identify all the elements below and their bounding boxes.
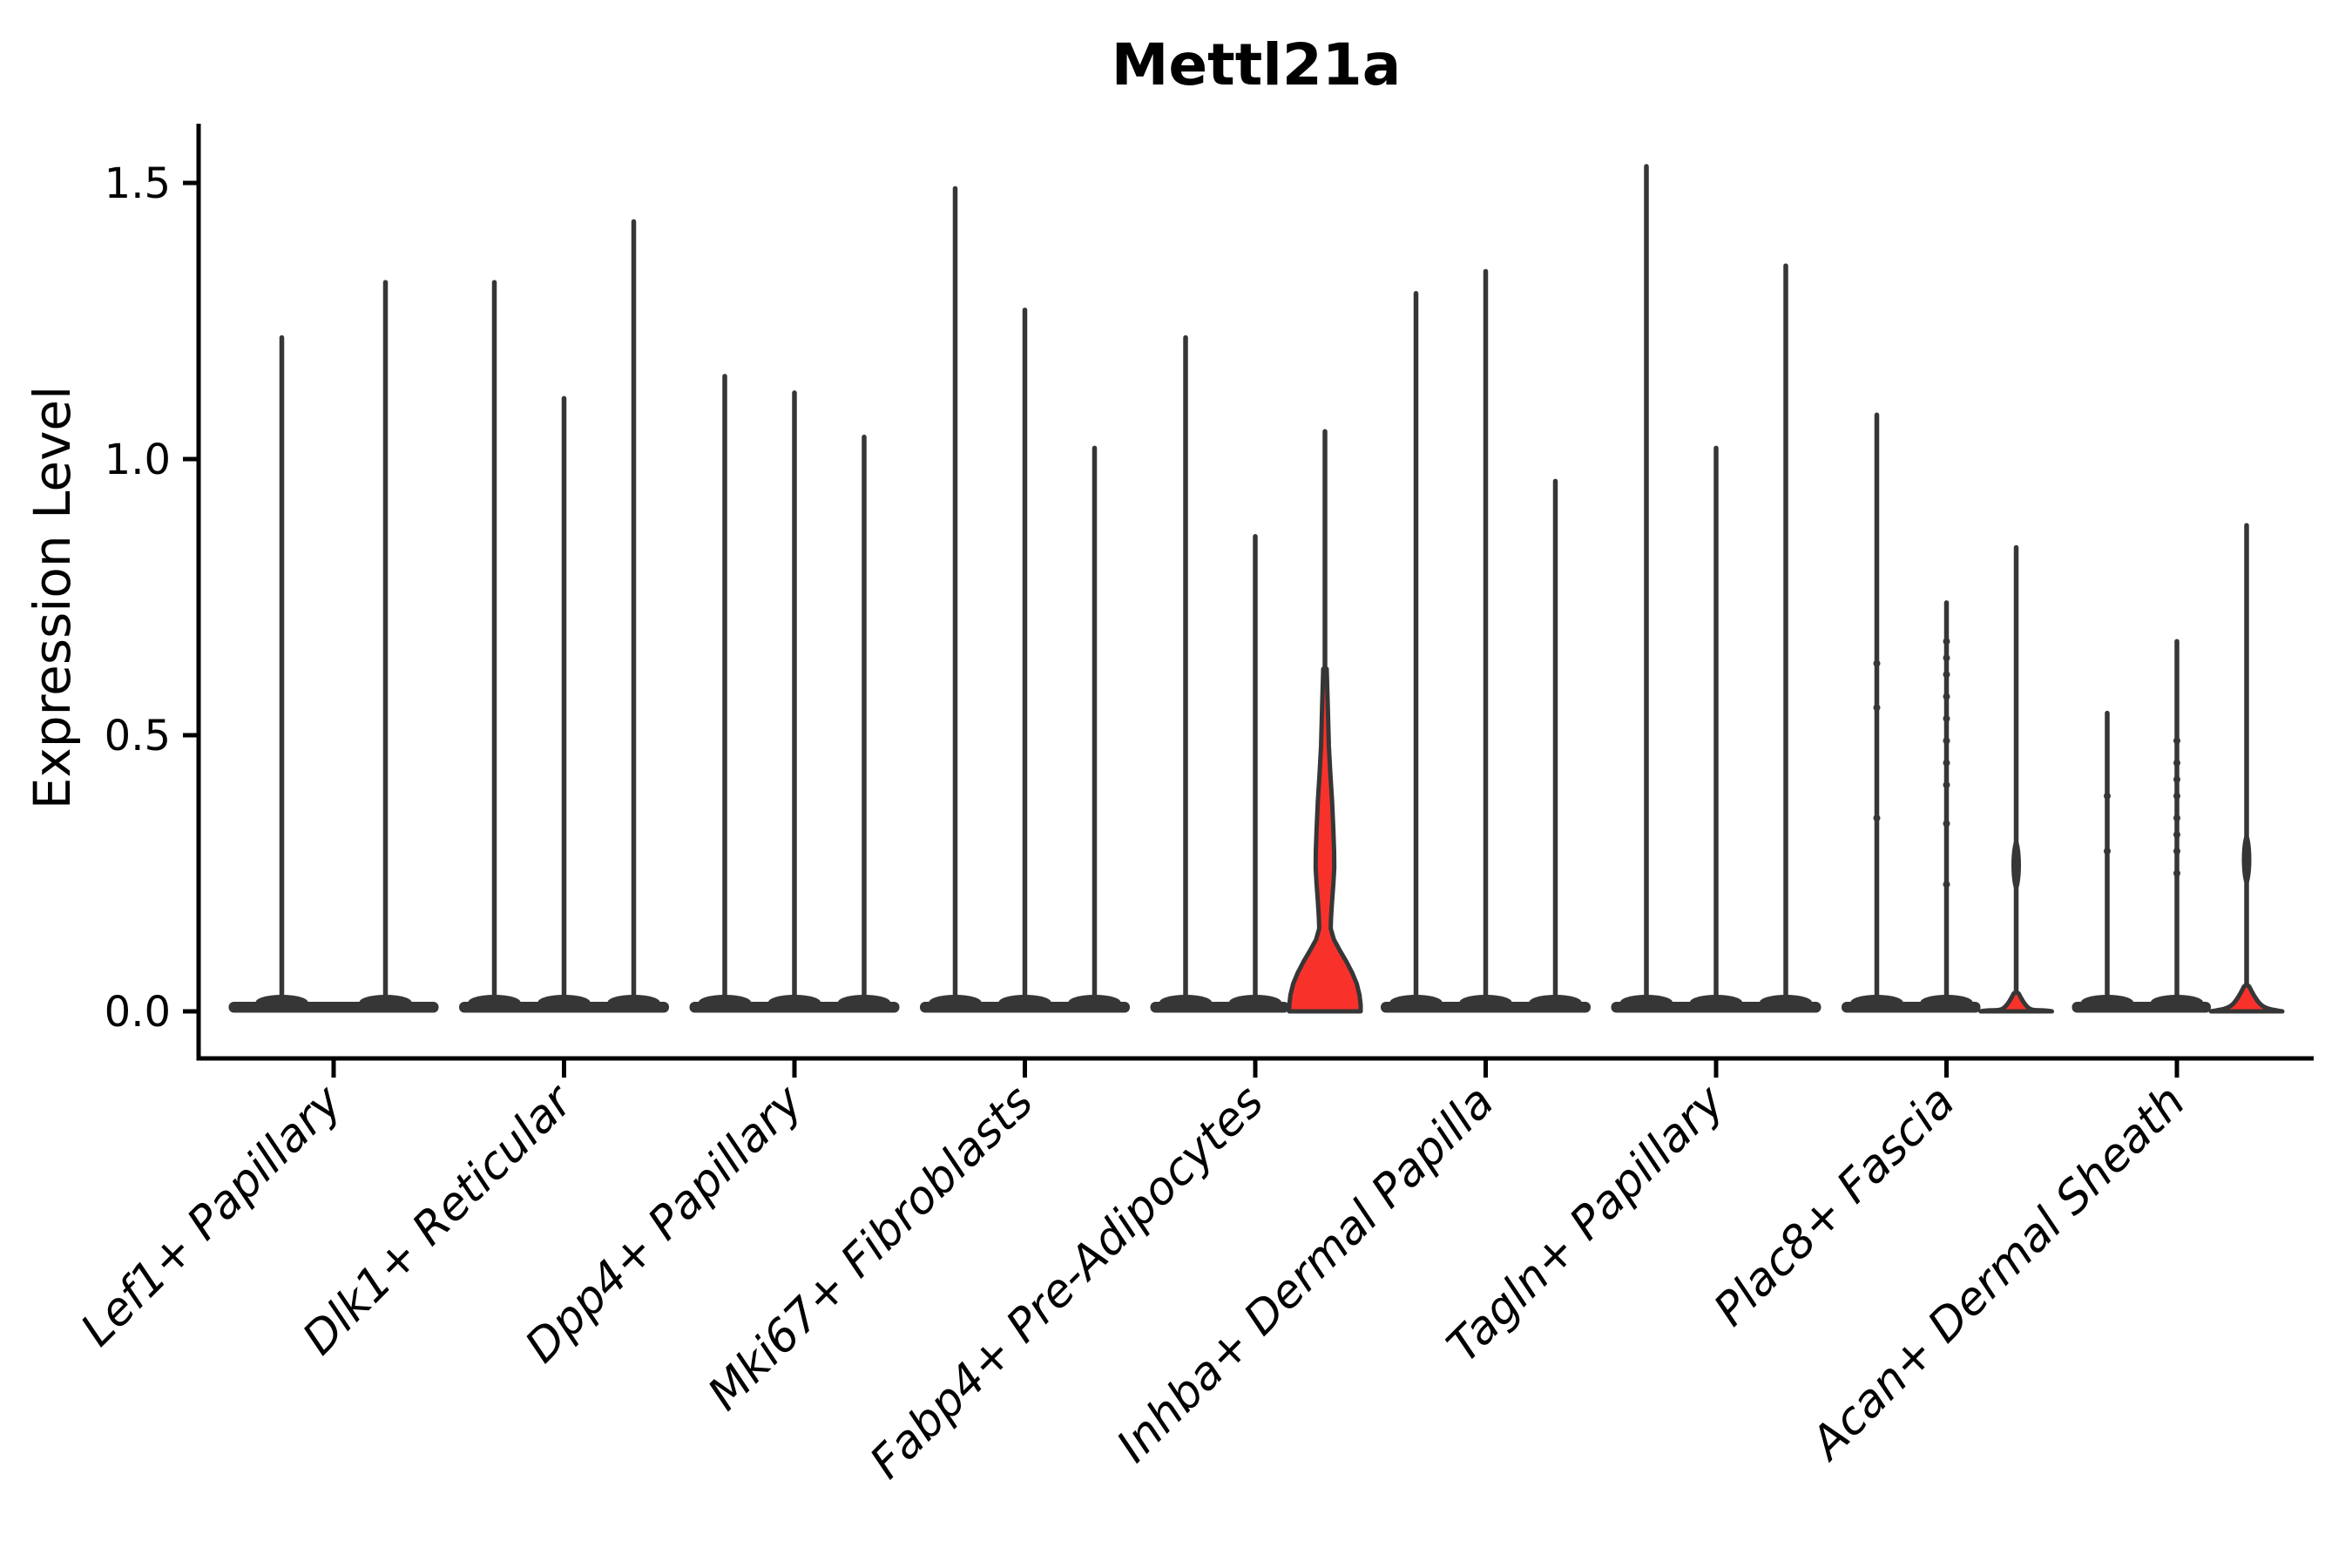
axis-spines	[196, 124, 2314, 1061]
chart-title: Mettl21a	[1112, 31, 1402, 98]
expression-dot	[1943, 737, 1950, 745]
violin-spike-bulge	[2011, 838, 2021, 891]
x-tick-label: Plac8+ Fascia	[1704, 1076, 1964, 1336]
expression-dot	[2104, 792, 2111, 800]
y-tick-label: 1.5	[105, 159, 171, 208]
expression-dot	[1943, 881, 1950, 889]
x-tick-label: Inhba+ Dermal Papilla	[1107, 1076, 1504, 1473]
expression-dot	[1943, 781, 1950, 789]
expression-dot	[2104, 848, 2111, 855]
x-tick-label: Fabp4+ Pre-Adipocytes	[861, 1076, 1274, 1490]
expression-dot	[1943, 693, 1950, 700]
expression-dot	[2173, 737, 2180, 745]
expression-dot	[2173, 848, 2180, 855]
expression-dot	[1943, 671, 1950, 679]
y-tick-label: 0.5	[105, 712, 171, 760]
expression-dot	[1943, 759, 1950, 767]
expression-dot	[2173, 814, 2180, 822]
y-tick-label: 1.0	[105, 436, 171, 484]
expression-dot	[2173, 869, 2180, 877]
y-tick-label: 0.0	[105, 988, 171, 1037]
expression-dot	[2173, 759, 2180, 767]
y-axis-label: Expression Level	[23, 386, 82, 809]
expression-dot	[1943, 638, 1950, 645]
x-tick-label: Acan+ Dermal Sheath	[1800, 1076, 2195, 1471]
expression-dot	[1943, 820, 1950, 828]
expression-dot	[1873, 814, 1881, 822]
violin-body-red	[1978, 990, 2054, 1014]
expression-dot	[1943, 714, 1950, 722]
expression-dot	[1943, 654, 1950, 662]
violins-layer	[228, 164, 2285, 1014]
expression-dot	[2173, 792, 2180, 800]
violin-spike-bulge	[2241, 833, 2252, 886]
expression-dot	[1873, 659, 1881, 667]
violin-body-red	[2208, 983, 2285, 1014]
expression-dot	[1873, 704, 1881, 712]
violin-body-red	[1287, 666, 1363, 1014]
expression-dot	[2173, 775, 2180, 783]
expression-dot	[2173, 831, 2180, 839]
